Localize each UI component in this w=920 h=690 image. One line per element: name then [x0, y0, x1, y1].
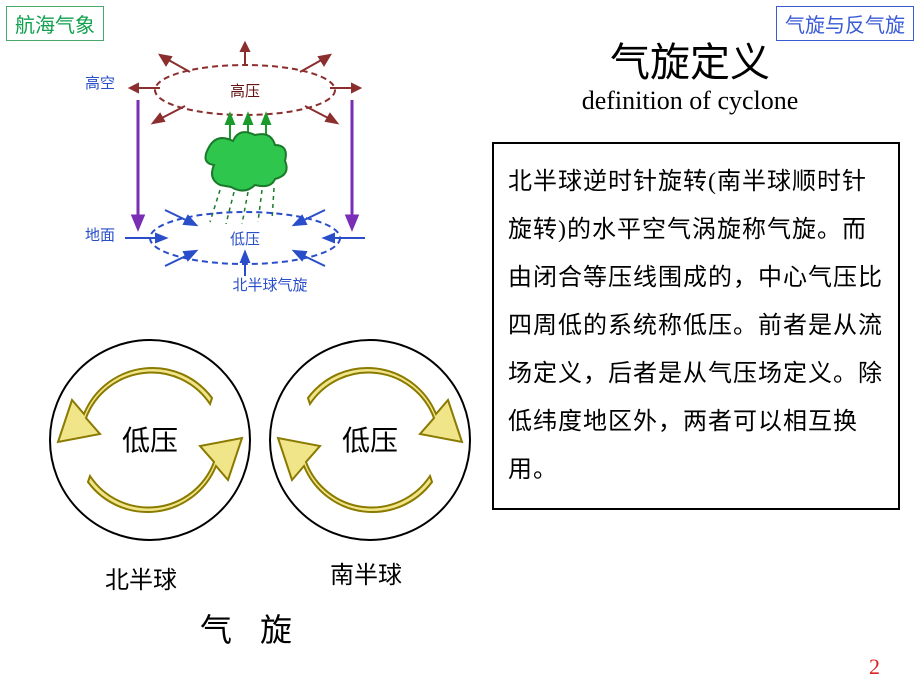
label-nh-cyclone-caption: 北半球气旋	[232, 277, 307, 294]
label-northern-hemisphere: 北半球	[105, 560, 177, 595]
label-high-pressure: 高压	[230, 83, 260, 100]
page-title: 气旋定义	[490, 30, 890, 88]
badge-course: 航海气象	[6, 6, 104, 41]
page-subtitle-en: definition of cyclone	[490, 86, 890, 116]
label-aloft: 高空	[85, 75, 115, 92]
nh-center-label: 低压	[122, 425, 178, 457]
sh-center-label: 低压	[342, 425, 398, 457]
label-low-pressure: 低压	[230, 231, 260, 248]
label-ground: 地面	[85, 227, 115, 244]
label-cyclone: 气 旋	[200, 605, 302, 651]
label-southern-hemisphere: 南半球	[330, 555, 402, 590]
definition-box: 北半球逆时针旋转(南半球顺时针旋转)的水平空气涡旋称气旋。而由闭合等压线围成的，…	[492, 142, 900, 510]
page-number: 2	[869, 654, 880, 680]
circulation-diagram: 高压 高空 低压 地面 北半球气旋	[70, 40, 390, 300]
